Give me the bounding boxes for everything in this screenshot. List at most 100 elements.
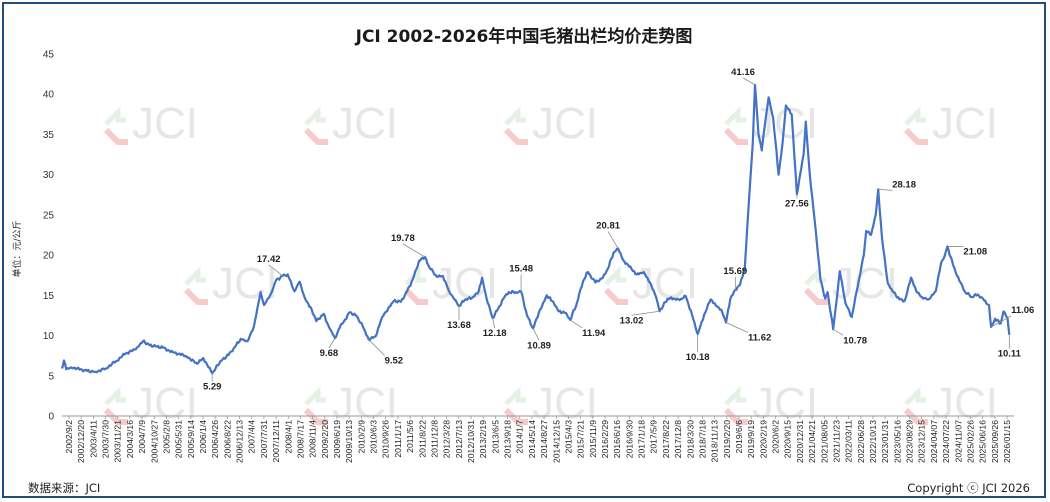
x-tick-label: 2012/3/28: [442, 420, 452, 458]
x-tick-label: 2017/8/22: [661, 420, 671, 458]
x-tick-label: 2026/01/15: [1002, 420, 1012, 463]
annotation-leader: [990, 315, 1012, 328]
x-tick-label: 2023/05/16: [892, 420, 902, 463]
x-tick-label: 2014/12/15: [551, 420, 561, 463]
y-tick-label: 45: [43, 50, 55, 61]
x-tick-label: 2023/12/15: [917, 420, 927, 463]
watermark-mark: [503, 407, 528, 425]
watermark-mark: [104, 105, 126, 126]
x-tick-label: 2014/5/14: [527, 420, 537, 458]
watermark-mark: [104, 385, 126, 406]
x-tick-label: 2013/6/5: [490, 420, 500, 454]
annotation-leader: [607, 231, 619, 249]
x-tick-label: 2003/4/11: [88, 420, 98, 458]
x-tick-label: 2007/7/31: [259, 420, 269, 458]
x-tick-label: 2021/11/23: [831, 420, 841, 463]
x-tick-label: 2023/08/29: [905, 420, 915, 463]
watermark-logo: JCI: [903, 379, 998, 428]
data-label: 27.56: [785, 198, 809, 209]
annotation-leader: [492, 317, 496, 329]
data-label: 41.16: [731, 67, 755, 78]
x-axis: 2002/9/2 2002/12/20 2003/4/11 2003/7/30 2003…: [62, 415, 1014, 463]
watermark-logo: JCI: [503, 379, 598, 428]
x-tick-label: 2004/7/9: [137, 420, 147, 454]
watermark-text: JCI: [532, 99, 598, 148]
x-tick-label: 2008/11/4: [308, 420, 318, 458]
x-tick-label: 2005/5/31: [174, 420, 184, 458]
x-tick-label: 2022/06/28: [856, 420, 866, 463]
x-tick-label: 2010/9/26: [381, 420, 391, 458]
x-tick-label: 2021/04/21: [807, 420, 817, 463]
x-tick-label: 2017/5/9: [649, 420, 659, 454]
y-tick-label: 40: [43, 90, 55, 101]
data-label: 15.48: [509, 263, 533, 274]
x-tick-label: 2025/06/16: [978, 420, 988, 463]
data-label: 15.69: [723, 266, 747, 277]
x-tick-label: 2005/2/8: [161, 420, 171, 454]
data-label: 10.89: [527, 340, 551, 351]
x-tick-label: 2006/8/22: [222, 420, 232, 458]
y-tick-label: 15: [43, 291, 55, 302]
watermark-mark: [183, 287, 208, 305]
x-tick-label: 2023/01/31: [880, 420, 890, 463]
x-tick-label: 2018/3/30: [685, 420, 695, 458]
data-label: 9.52: [385, 355, 404, 366]
x-tick-label: 2011/1/17: [393, 420, 403, 458]
data-label: 11.94: [582, 328, 606, 339]
x-tick-label: 2010/6/3: [369, 420, 379, 454]
watermark-text: JCI: [752, 379, 818, 428]
y-tick-label: 20: [43, 251, 55, 262]
y-axis: 0 5 10 15 20 25 30 35 40 45: [43, 50, 55, 423]
watermark-logo: JCI: [103, 379, 198, 428]
annotation-leader: [368, 339, 385, 356]
x-tick-label: 2017/1/18: [637, 420, 647, 458]
x-tick-label: 2006/4/26: [210, 420, 220, 458]
x-tick-label: 2011/12/8: [429, 420, 439, 458]
watermark-logo: JCI: [603, 259, 698, 308]
data-label: 10.11: [998, 349, 1022, 360]
watermark-mark: [804, 265, 826, 286]
watermark-text: JCI: [932, 379, 998, 428]
y-axis-label: 单位：元/公斤: [11, 220, 23, 277]
y-tick-label: 35: [43, 130, 55, 141]
y-tick-label: 10: [43, 331, 55, 342]
x-tick-label: 2006/1/4: [198, 420, 208, 454]
copyright: Copyright ⓒ JCI 2026: [907, 481, 1030, 495]
x-tick-label: 2014/1/7: [515, 420, 525, 454]
x-tick-label: 2010/2/9: [356, 420, 366, 454]
watermark-mark: [903, 407, 928, 425]
watermark-mark: [723, 127, 748, 145]
data-label: 10.18: [686, 352, 710, 363]
data-label: 10.78: [843, 335, 867, 346]
x-tick-label: 2015/7/21: [576, 420, 586, 458]
annotation-leader: [402, 243, 426, 258]
y-tick-label: 0: [48, 412, 54, 423]
watermark-text: JCI: [132, 99, 198, 148]
data-label: 5.29: [203, 381, 222, 392]
x-tick-label: 2020/9/15: [783, 420, 793, 458]
watermark-mark: [103, 407, 128, 425]
y-tick-label: 5: [48, 371, 54, 382]
data-label: 19.78: [391, 233, 415, 244]
x-tick-label: 2003/7/30: [101, 420, 111, 458]
watermark-mark: [723, 407, 748, 425]
watermark-mark: [103, 127, 128, 145]
y-tick-label: 30: [43, 170, 55, 181]
x-tick-label: 2013/9/18: [503, 420, 513, 458]
x-tick-label: 2007/4/4: [247, 420, 257, 454]
y-tick-label: 25: [43, 210, 55, 221]
x-tick-label: 2011/5/6: [405, 420, 415, 453]
x-tick-label: 2021/08/05: [819, 420, 829, 463]
annotation-leader: [878, 188, 893, 191]
x-tick-label: 2009/10/13: [344, 420, 354, 463]
x-tick-label: 2016/9/30: [624, 420, 634, 458]
x-tick-label: 2006/12/13: [235, 420, 245, 463]
x-tick-label: 2004/10/27: [149, 420, 159, 463]
watermark-mark: [903, 127, 928, 145]
annotation-leader: [328, 337, 336, 349]
x-tick-label: 2020/6/2: [771, 420, 781, 454]
watermark-text: JCI: [212, 259, 278, 308]
data-label: 21.08: [963, 246, 987, 257]
watermark-logo: JCI: [903, 99, 998, 148]
